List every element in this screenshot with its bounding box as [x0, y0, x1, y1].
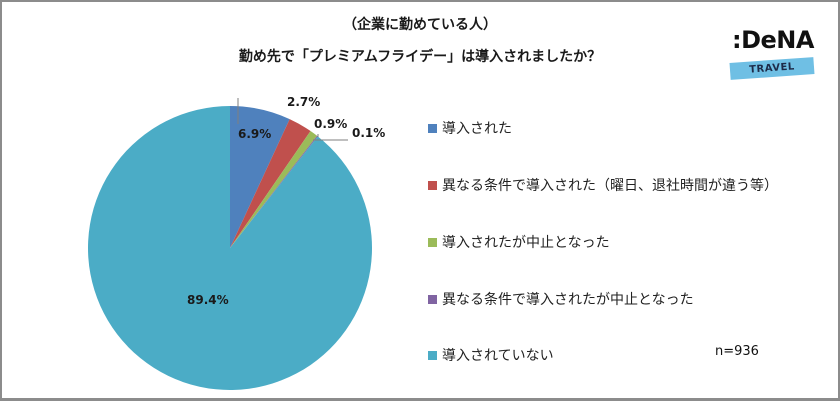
- slice-label-not-introduced: 89.4%: [187, 293, 229, 307]
- legend-swatch-icon: [428, 351, 437, 360]
- slice-label-different-canceled: 0.1%: [352, 126, 386, 140]
- slice-label-introduced-canceled: 0.9%: [314, 117, 348, 131]
- slice-label-introduced: 6.9%: [238, 127, 272, 141]
- legend-swatch-icon: [428, 181, 437, 190]
- legend-item-not-introduced: 導入されていない: [428, 345, 554, 365]
- slice-introduced-canceled: [230, 131, 318, 248]
- sample-size: n=936: [715, 344, 759, 359]
- slice-introduced-different: [230, 119, 311, 249]
- slice-different-canceled: [230, 135, 318, 248]
- slice-label-introduced-different: 2.7%: [287, 95, 321, 109]
- legend-item-different-canceled: 異なる条件で導入されたが中止となった: [428, 289, 694, 309]
- dena-travel-logo: :DeNA TRAVEL: [728, 26, 818, 84]
- legend-swatch-icon: [428, 124, 437, 133]
- legend-item-introduced: 導入された: [428, 118, 512, 138]
- slice-not-introduced: [88, 106, 372, 390]
- chart-subtitle: （企業に勤めている人）: [343, 17, 497, 33]
- chart-title: 勤め先で「プレミアムフライデー」は導入されましたか？: [238, 49, 602, 65]
- legend-swatch-icon: [428, 295, 437, 304]
- legend-item-introduced-canceled: 導入されたが中止となった: [428, 232, 610, 252]
- logo-brand: :DeNA: [732, 26, 814, 54]
- slice-introduced: [230, 106, 290, 248]
- legend-swatch-icon: [428, 238, 437, 247]
- legend-item-introduced-different: 異なる条件で導入された（曜日、退社時間が違う等）: [428, 175, 778, 195]
